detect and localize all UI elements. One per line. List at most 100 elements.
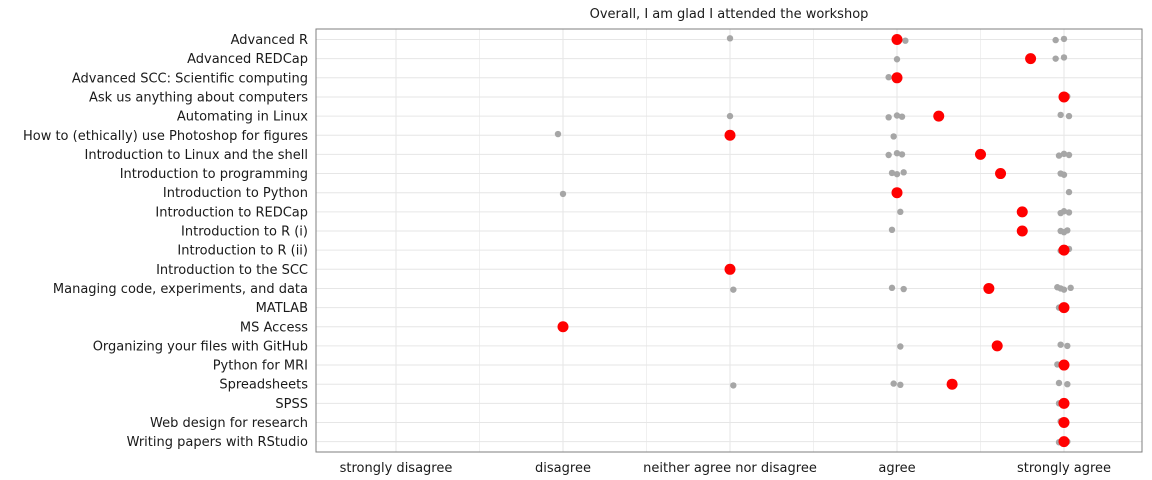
y-tick-label: Introduction to REDCap [155,205,308,220]
mean-point [1058,91,1070,103]
response-point [893,112,901,119]
response-point [890,133,897,140]
y-tick-label: Automating in Linux [177,110,308,125]
response-point [1057,111,1064,119]
response-point [1060,208,1068,215]
mean-point [975,148,986,160]
response-point [888,169,896,177]
y-tick-label: Web design for research [150,416,308,431]
response-point [897,343,904,350]
grid-layer [316,29,1142,452]
y-tick-label: Advanced SCC: Scientific computing [72,71,308,86]
response-point [885,74,892,81]
y-tick-label: Introduction to Linux and the shell [85,148,309,163]
y-tick-label: Introduction to programming [120,167,308,182]
x-tick-label: agree [878,461,915,476]
response-point [1065,112,1073,120]
mean-point [1058,417,1070,428]
mean-point [1058,436,1070,448]
y-tick-label: Introduction to Python [163,186,308,201]
response-point [1060,35,1068,43]
y-tick-label: Introduction to R (i) [181,225,308,240]
response-point [1060,54,1068,61]
y-tick-label: Writing papers with RStudio [127,435,308,450]
mean-points [557,34,1070,448]
mean-point [983,282,995,294]
response-point [893,56,901,63]
response-point [1060,286,1068,293]
response-point [1065,188,1073,196]
x-tick-label: strongly agree [1017,461,1111,476]
mean-point [724,263,736,275]
mean-point [1058,302,1070,314]
response-point [1064,227,1071,234]
response-point [885,151,892,159]
x-tick-label: strongly disagree [340,461,453,476]
response-point [730,286,737,293]
response-point [888,284,896,292]
response-point [1065,209,1073,216]
x-axis-labels: strongly disagree disagree neither agree n… [340,461,1111,476]
response-point [1060,150,1068,157]
response-point [1067,284,1074,292]
mean-point [891,187,903,199]
y-tick-label: Spreadsheets [219,378,308,393]
chart-title: Overall, I am glad I attended the worksh… [590,7,869,22]
response-point [893,170,901,178]
response-point [559,190,567,198]
response-point [1064,342,1071,350]
y-tick-label: MATLAB [256,301,308,316]
response-point [1064,381,1071,388]
y-tick-label: Organizing your files with GitHub [93,339,308,354]
mean-point [1058,397,1070,409]
mean-point [933,110,945,122]
response-point [1057,341,1064,348]
mean-point [557,321,569,333]
response-point [1065,151,1073,159]
response-point [890,380,897,387]
response-point [900,169,907,176]
plot-panel-border [315,28,1143,453]
x-tick-label: disagree [535,461,591,476]
response-point [898,151,906,158]
mean-point [1016,225,1028,237]
y-tick-label: Python for MRI [213,359,308,374]
mean-point [991,340,1003,352]
mean-point [1016,206,1028,218]
mean-point [1058,359,1070,371]
response-point [897,208,904,216]
response-point [888,226,896,233]
y-axis-labels: Advanced R Advanced REDCap Advanced SCC: S… [23,33,308,450]
response-point [554,130,562,138]
y-tick-label: Advanced REDCap [187,52,308,67]
response-point [1055,379,1063,387]
mean-point [891,72,903,84]
y-tick-label: Advanced R [231,33,308,48]
response-point [1052,36,1059,44]
response-point [885,114,892,121]
x-tick-label: neither agree nor disagree [643,461,817,476]
y-tick-label: Introduction to R (ii) [177,244,308,259]
y-tick-label: SPSS [275,397,308,412]
response-point [902,37,909,44]
mean-point [1025,53,1037,65]
y-tick-label: MS Access [240,320,308,335]
response-point [1055,152,1063,159]
response-point [898,113,906,120]
y-tick-label: Introduction to the SCC [156,263,308,278]
response-point [897,381,904,388]
y-tick-label: Ask us anything about computers [89,90,308,105]
response-point [726,112,734,120]
response-point [900,285,907,293]
mean-point [891,34,903,45]
mean-point [724,129,736,141]
y-tick-label: Managing code, experiments, and data [53,282,308,297]
y-tick-label: How to (ethically) use Photoshop for fig… [23,129,308,144]
response-point [726,35,734,42]
mean-point [1058,244,1070,256]
mean-point [946,378,958,390]
response-point [893,150,901,157]
response-point [1052,55,1059,62]
mean-point [995,168,1007,180]
